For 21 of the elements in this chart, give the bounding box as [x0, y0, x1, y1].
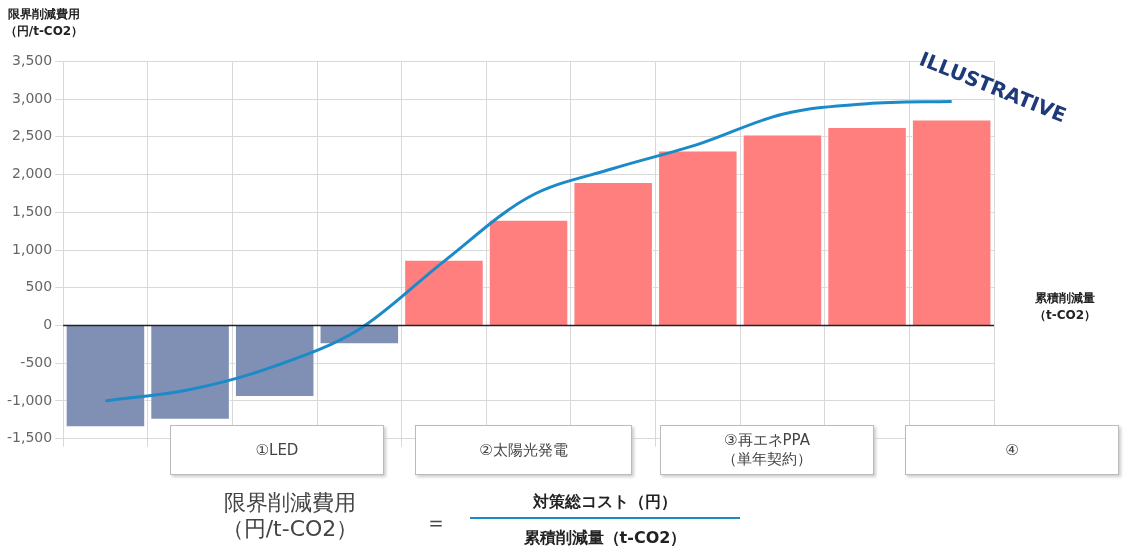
y-tick-label: 0 — [43, 316, 53, 333]
text: 累積削減量（t-CO2） — [522, 528, 688, 549]
text: ＝ — [425, 509, 447, 537]
y-axis-title: 限界削減費用（円/t-CO2） — [4, 6, 84, 40]
label-box: ④ — [905, 425, 1119, 475]
y-tick-label: 3,000 — [12, 89, 53, 106]
y-tick-label: 1,000 — [12, 240, 53, 257]
label-box: ③再エネPPA （単年契約） — [660, 425, 874, 475]
label-box: ②太陽光発電 — [415, 425, 632, 475]
y-tick-label: -1,000 — [6, 391, 53, 408]
y-tick-label: 2,500 — [12, 127, 53, 144]
y-tick-label: 500 — [25, 278, 53, 295]
y-tick-label: 3,500 — [12, 52, 53, 69]
y-tick-label: -500 — [20, 353, 53, 370]
text: 対策総コスト（円） — [470, 492, 740, 519]
y-tick-label: -1,500 — [6, 429, 53, 446]
x-axis-title: 累積削減量（t-CO2） — [1032, 290, 1098, 324]
label-box: ①LED — [170, 425, 384, 475]
y-tick-label: 1,500 — [12, 202, 53, 219]
y-tick-label: 2,000 — [12, 165, 53, 182]
text: 限界削減費用（円/t-CO2） — [220, 490, 360, 543]
